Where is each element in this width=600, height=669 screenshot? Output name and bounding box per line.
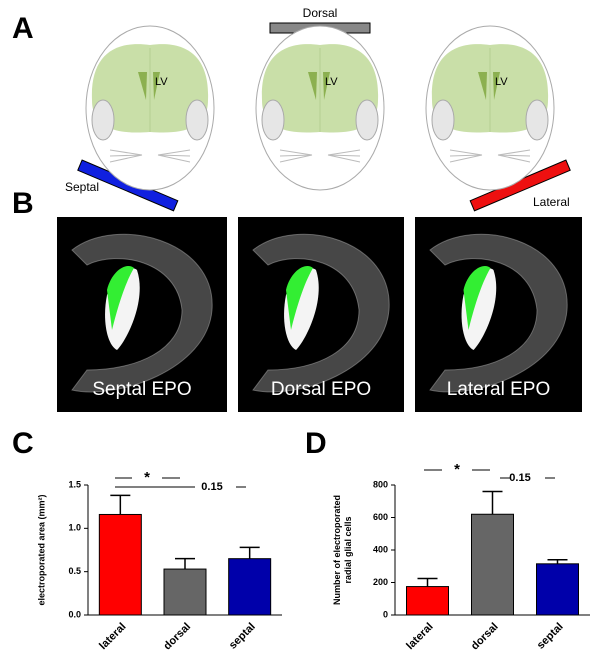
- head-schematic: LV: [85, 25, 215, 191]
- bar: [536, 563, 579, 616]
- whisker: [279, 154, 313, 157]
- whisker: [327, 154, 361, 163]
- image-caption: Dorsal EPO: [271, 379, 371, 400]
- whisker: [157, 149, 191, 156]
- bar: [163, 568, 207, 616]
- x-tick-label: septal: [227, 621, 258, 652]
- whisker: [109, 154, 143, 163]
- whisker: [497, 154, 531, 163]
- whisker: [109, 154, 143, 157]
- lv-label: LV: [155, 76, 168, 88]
- brain-image: Septal EPO: [57, 217, 227, 412]
- x-tick-label: dorsal: [469, 621, 501, 653]
- ventricle: [493, 72, 500, 100]
- annotation: *: [454, 461, 460, 478]
- whisker: [157, 154, 191, 163]
- bulb: [355, 99, 379, 141]
- annotation: 0.15: [509, 472, 530, 484]
- whisker: [279, 154, 313, 163]
- y-tick-label: 1.0: [68, 523, 81, 533]
- whisker: [279, 149, 313, 156]
- whisker: [497, 149, 531, 156]
- head-schematic: LV: [425, 25, 555, 191]
- ventricle: [308, 72, 317, 100]
- panel-label: C: [12, 427, 34, 460]
- hemisphere: [71, 233, 213, 393]
- image-caption: Septal EPO: [92, 379, 191, 400]
- whisker: [449, 154, 483, 163]
- annotation: 0.15: [201, 481, 222, 493]
- whisker: [327, 149, 361, 156]
- y-axis-label: Number of electroporated: [332, 495, 342, 605]
- x-tick-label: dorsal: [161, 621, 193, 653]
- lv-label: LV: [495, 76, 508, 88]
- bulb: [261, 99, 285, 141]
- x-tick-label: lateral: [97, 621, 128, 652]
- y-tick-label: 800: [373, 479, 388, 489]
- lv-label: LV: [325, 76, 338, 88]
- electroporated-green: [286, 266, 313, 330]
- whisker: [109, 149, 143, 156]
- hemisphere: [429, 233, 568, 393]
- panel-label: D: [305, 427, 327, 460]
- approach-label: Dorsal: [303, 6, 338, 20]
- ventricle: [323, 72, 330, 100]
- bar: [98, 513, 142, 616]
- y-tick-label: 600: [373, 512, 388, 522]
- ventricle: [138, 72, 147, 100]
- electroporated-green: [463, 266, 491, 330]
- y-tick-label: 400: [373, 544, 388, 554]
- hemisphere: [252, 233, 390, 393]
- whisker: [497, 154, 531, 157]
- bulb: [185, 99, 209, 141]
- y-tick-label: 200: [373, 577, 388, 587]
- bulb: [91, 99, 115, 141]
- whisker: [327, 154, 361, 157]
- x-tick-label: septal: [535, 621, 566, 652]
- y-tick-label: 1.5: [68, 479, 81, 489]
- bar: [406, 586, 449, 616]
- y-tick-label: 0.5: [68, 566, 81, 576]
- electroporated-green: [107, 266, 134, 330]
- y-tick-label: 0: [383, 609, 388, 619]
- image-caption: Lateral EPO: [447, 379, 551, 400]
- approach-label: Septal: [65, 180, 99, 194]
- whisker: [157, 154, 191, 157]
- y-tick-label: 0.0: [68, 609, 81, 619]
- head-schematic: LV: [255, 25, 385, 191]
- brain-image: Lateral EPO: [415, 217, 582, 412]
- whisker: [449, 154, 483, 157]
- panel-label: B: [12, 187, 34, 220]
- x-tick-label: lateral: [404, 621, 435, 652]
- approach-label: Lateral: [533, 195, 570, 209]
- bar: [228, 558, 272, 616]
- annotation: *: [144, 469, 150, 486]
- panel-label: A: [12, 12, 34, 45]
- ventricle: [478, 72, 487, 100]
- bulb: [525, 99, 549, 141]
- brain-image: Dorsal EPO: [238, 217, 404, 412]
- bulb: [431, 99, 455, 141]
- y-axis-label: electroporated area (mm²): [36, 494, 46, 605]
- whisker: [449, 149, 483, 156]
- ventricle: [153, 72, 160, 100]
- y-axis-label: radial glial cells: [343, 516, 353, 583]
- bar: [471, 513, 514, 616]
